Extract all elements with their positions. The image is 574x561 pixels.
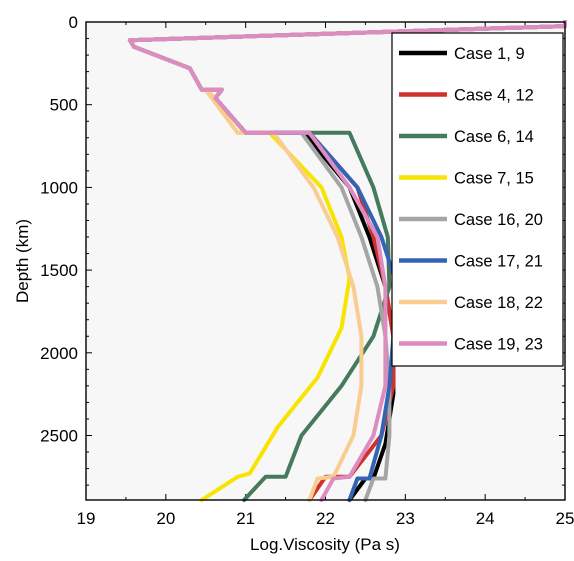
x-tick-label: 21 <box>236 509 255 528</box>
legend-label-6: Case 17, 21 <box>454 253 543 271</box>
y-tick-label: 2000 <box>40 344 78 363</box>
legend-label-2: Case 4, 12 <box>454 87 534 105</box>
plot-frame <box>85 21 566 501</box>
x-tick-label: 22 <box>316 509 335 528</box>
x-tick-label: 19 <box>77 509 96 528</box>
legend: Case 1, 9 Case 4, 12 Case 6, 14 Case 7, 15 C… <box>391 32 564 367</box>
y-tick-label: 500 <box>50 96 78 115</box>
legend-label-8: Case 19, 23 <box>454 336 543 354</box>
tick-labels: 19 20 21 22 23 24 25 0 500 1000 1500 2000 2500 <box>40 13 574 528</box>
legend-label-5: Case 16, 20 <box>454 211 543 229</box>
y-tick-label: 2500 <box>40 426 78 445</box>
series-line-8 <box>127 20 567 502</box>
x-axis-title: Log.Viscosity (Pa s) <box>250 535 400 554</box>
y-tick-label: 1500 <box>40 261 78 280</box>
legend-label-7: Case 18, 22 <box>454 294 543 312</box>
y-tick-label: 1000 <box>40 178 78 197</box>
legend-box <box>391 32 564 367</box>
y-axis-title: Depth (km) <box>13 219 32 303</box>
series-lines <box>127 20 567 502</box>
x-tick-label: 23 <box>396 509 415 528</box>
x-tick-label: 25 <box>556 509 574 528</box>
legend-label-4: Case 7, 15 <box>454 170 534 188</box>
y-tick-label: 0 <box>69 13 78 32</box>
x-tick-label: 24 <box>476 509 495 528</box>
legend-label-3: Case 6, 14 <box>454 128 534 146</box>
legend-label-1: Case 1, 9 <box>454 45 525 63</box>
x-tick-label: 20 <box>156 509 175 528</box>
